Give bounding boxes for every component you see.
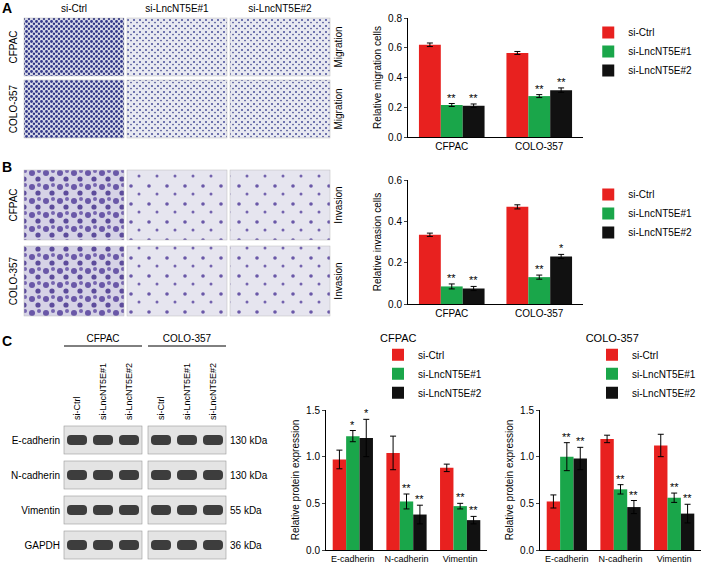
svg-text:N-cadherin: N-cadherin [11,470,60,481]
svg-text:0.8: 0.8 [388,13,402,24]
svg-text:Vimentin: Vimentin [443,554,478,564]
svg-text:Vimentin: Vimentin [657,554,692,564]
svg-text:Invasion: Invasion [333,262,344,299]
svg-text:si-Ctrl: si-Ctrl [72,397,82,421]
svg-text:si-LncNT5E#2: si-LncNT5E#2 [208,363,218,420]
svg-text:si-Ctrl: si-Ctrl [632,350,658,361]
svg-text:si-LncNT5E#2: si-LncNT5E#2 [248,3,312,14]
svg-text:E-cadherin: E-cadherin [545,554,589,564]
svg-text:E-cadherin: E-cadherin [331,554,375,564]
svg-text:0.0: 0.0 [388,299,402,310]
svg-text:**: ** [469,92,478,104]
svg-text:1.0: 1.0 [520,451,534,462]
svg-text:CFPAC: CFPAC [380,332,417,344]
svg-text:130 kDa: 130 kDa [230,435,268,446]
svg-text:55 kDa: 55 kDa [230,505,262,516]
svg-text:**: ** [447,272,456,284]
svg-text:si-LncNT5E#1: si-LncNT5E#1 [98,363,108,420]
svg-text:si-LncNT5E#1: si-LncNT5E#1 [418,369,482,380]
svg-text:1.0: 1.0 [306,451,320,462]
svg-text:Relative protein expression: Relative protein expression [504,420,515,541]
svg-text:si-LncNT5E#1: si-LncNT5E#1 [628,208,692,219]
svg-text:**: ** [535,83,544,95]
svg-text:Relative migration cells: Relative migration cells [372,26,383,129]
svg-text:0.2: 0.2 [388,102,402,113]
svg-text:si-Ctrl: si-Ctrl [156,397,166,421]
svg-text:0.2: 0.2 [388,257,402,268]
svg-text:**: ** [562,431,571,443]
svg-text:0.0: 0.0 [306,545,320,556]
svg-text:**: ** [469,504,478,516]
svg-text:**: ** [402,482,411,494]
svg-text:*: * [559,242,564,254]
svg-text:COLO-357: COLO-357 [8,256,19,305]
svg-text:**: ** [469,274,478,286]
svg-text:si-Ctrl: si-Ctrl [628,27,654,38]
svg-text:Relative invasion cells: Relative invasion cells [372,193,383,291]
svg-text:COLO-357: COLO-357 [586,332,639,344]
svg-text:si-Ctrl: si-Ctrl [418,350,444,361]
svg-text:CFPAC: CFPAC [8,30,19,63]
svg-text:**: ** [557,76,566,88]
svg-text:*: * [350,419,355,431]
svg-text:CFPAC: CFPAC [435,308,468,319]
svg-text:si-LncNT5E#2: si-LncNT5E#2 [124,363,134,420]
svg-text:0.0: 0.0 [520,545,534,556]
svg-text:si-LncNT5E#1: si-LncNT5E#1 [182,363,192,420]
svg-text:A: A [2,0,12,16]
svg-text:0.5: 0.5 [306,498,320,509]
svg-text:si-Ctrl: si-Ctrl [61,3,87,14]
svg-text:**: ** [629,489,638,501]
svg-text:Migration: Migration [333,26,344,67]
svg-text:**: ** [447,92,456,104]
svg-text:CFPAC: CFPAC [86,333,119,344]
svg-text:E-cadherin: E-cadherin [12,435,60,446]
svg-text:1.5: 1.5 [306,405,320,416]
svg-text:CFPAC: CFPAC [8,188,19,221]
svg-text:B: B [2,159,12,175]
svg-text:si-Ctrl: si-Ctrl [628,189,654,200]
svg-text:0.0: 0.0 [388,132,402,143]
svg-text:si-LncNT5E#2: si-LncNT5E#2 [628,65,692,76]
svg-text:si-LncNT5E#2: si-LncNT5E#2 [418,388,482,399]
svg-text:si-LncNT5E#1: si-LncNT5E#1 [628,46,692,57]
svg-text:si-LncNT5E#1: si-LncNT5E#1 [145,3,209,14]
svg-text:0.4: 0.4 [388,72,402,83]
svg-text:0.5: 0.5 [520,498,534,509]
svg-text:**: ** [415,493,424,505]
svg-text:Invasion: Invasion [333,186,344,223]
svg-text:CFPAC: CFPAC [435,141,468,152]
svg-text:Migration: Migration [333,88,344,129]
svg-text:**: ** [616,473,625,485]
svg-text:C: C [2,333,12,349]
svg-text:si-LncNT5E#2: si-LncNT5E#2 [632,388,696,399]
svg-text:0.4: 0.4 [388,216,402,227]
svg-text:130 kDa: 130 kDa [230,470,268,481]
svg-text:0.6: 0.6 [388,42,402,53]
svg-text:COLO-357: COLO-357 [515,308,564,319]
svg-text:**: ** [535,263,544,275]
svg-text:N-cadherin: N-cadherin [598,554,642,564]
svg-text:si-LncNT5E#2: si-LncNT5E#2 [628,227,692,238]
svg-text:0.6: 0.6 [388,175,402,186]
svg-text:COLO-357: COLO-357 [163,333,212,344]
svg-text:GAPDH: GAPDH [24,540,60,551]
svg-text:36 kDa: 36 kDa [230,540,262,551]
svg-text:COLO-357: COLO-357 [8,84,19,133]
svg-text:**: ** [670,481,679,493]
svg-text:Relative protein expression: Relative protein expression [290,420,301,541]
svg-text:si-LncNT5E#1: si-LncNT5E#1 [632,369,696,380]
svg-text:COLO-357: COLO-357 [515,141,564,152]
svg-text:*: * [364,407,369,419]
svg-text:N-cadherin: N-cadherin [384,554,428,564]
svg-text:**: ** [576,435,585,447]
svg-text:**: ** [683,492,692,504]
svg-text:Vimentin: Vimentin [21,505,60,516]
svg-text:**: ** [456,491,465,503]
svg-text:1.5: 1.5 [520,405,534,416]
